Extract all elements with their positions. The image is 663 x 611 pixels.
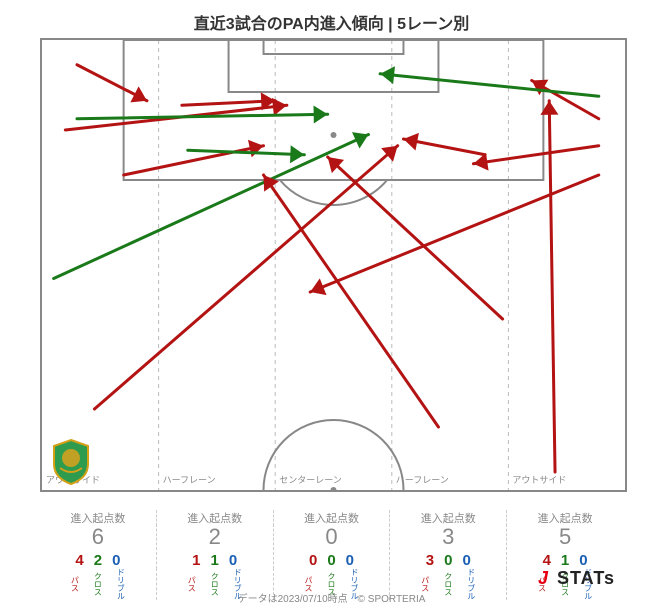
breakdown: 1 1 0 bbox=[156, 552, 273, 569]
pass-count: 0 bbox=[309, 552, 317, 569]
stat-count-row: 62035 bbox=[40, 524, 623, 550]
dribble-count: 0 bbox=[579, 552, 587, 569]
cross-count: 1 bbox=[561, 552, 569, 569]
footnote: データは2023/07/10時点 © SPORTERIA bbox=[0, 590, 663, 605]
stat-count: 6 bbox=[40, 524, 156, 550]
breakdown: 4 1 0 bbox=[506, 552, 623, 569]
chart-title: 直近3試合のPA内進入傾向 | 5レーン別 bbox=[0, 0, 663, 34]
dribble-count: 0 bbox=[229, 552, 237, 569]
lane-label: アウトサイド bbox=[512, 473, 621, 486]
pass-count: 1 bbox=[192, 552, 200, 569]
stat-count: 0 bbox=[273, 524, 390, 550]
lane-label: ハーフレーン bbox=[163, 473, 272, 486]
brand-text: STATs bbox=[551, 568, 615, 588]
breakdown-row: 4 2 0 1 1 0 0 0 0 3 0 0 4 1 0 bbox=[40, 552, 623, 569]
pitch: アウトサイドハーフレーンセンターレーンハーフレーンアウトサイド bbox=[40, 38, 627, 492]
cross-count: 0 bbox=[444, 552, 452, 569]
breakdown: 3 0 0 bbox=[389, 552, 506, 569]
cross-count: 0 bbox=[327, 552, 335, 569]
lane-label: センターレーン bbox=[279, 473, 388, 486]
dribble-count: 0 bbox=[462, 552, 470, 569]
team-badge bbox=[50, 438, 92, 486]
stat-count: 5 bbox=[506, 524, 623, 550]
cross-count: 1 bbox=[211, 552, 219, 569]
brand-logo: J STATs bbox=[538, 568, 615, 589]
pass-count: 3 bbox=[426, 552, 434, 569]
brand-j: J bbox=[538, 568, 549, 588]
pass-count: 4 bbox=[543, 552, 551, 569]
cross-count: 2 bbox=[94, 552, 102, 569]
dribble-count: 0 bbox=[112, 552, 120, 569]
breakdown: 4 2 0 bbox=[40, 552, 156, 569]
dribble-count: 0 bbox=[346, 552, 354, 569]
lane-label: ハーフレーン bbox=[396, 473, 505, 486]
pass-count: 4 bbox=[75, 552, 83, 569]
breakdown: 0 0 0 bbox=[273, 552, 390, 569]
stat-count: 3 bbox=[389, 524, 506, 550]
stat-count: 2 bbox=[156, 524, 273, 550]
